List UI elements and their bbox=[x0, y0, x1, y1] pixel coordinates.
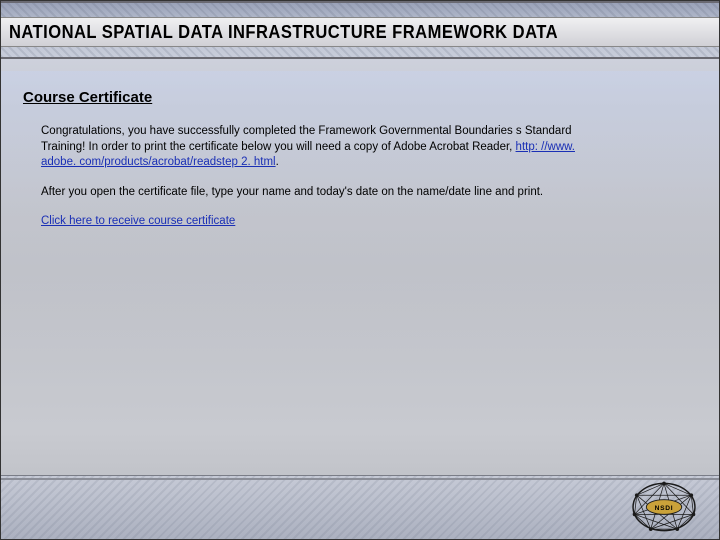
page-title: Course Certificate bbox=[23, 89, 697, 106]
intro-text-a: Congratulations, you have successfully c… bbox=[41, 125, 572, 153]
header-band: NATIONAL SPATIAL DATA INFRASTRUCTURE FRA… bbox=[1, 1, 719, 59]
certificate-link[interactable]: Click here to receive course certificate bbox=[41, 215, 235, 227]
intro-paragraph: Congratulations, you have successfully c… bbox=[41, 124, 581, 171]
header-title: NATIONAL SPATIAL DATA INFRASTRUCTURE FRA… bbox=[9, 22, 558, 43]
content-area: Course Certificate Congratulations, you … bbox=[1, 71, 719, 539]
intro-text-b: . bbox=[276, 156, 279, 168]
nsdi-logo-label: NSDI bbox=[655, 505, 674, 512]
instruction-paragraph: After you open the certificate file, typ… bbox=[41, 185, 581, 201]
certificate-link-para: Click here to receive course certificate bbox=[41, 214, 581, 230]
footer-band: NSDI bbox=[1, 475, 719, 539]
nsdi-logo: NSDI bbox=[627, 479, 701, 535]
header-inner: NATIONAL SPATIAL DATA INFRASTRUCTURE FRA… bbox=[1, 17, 719, 47]
